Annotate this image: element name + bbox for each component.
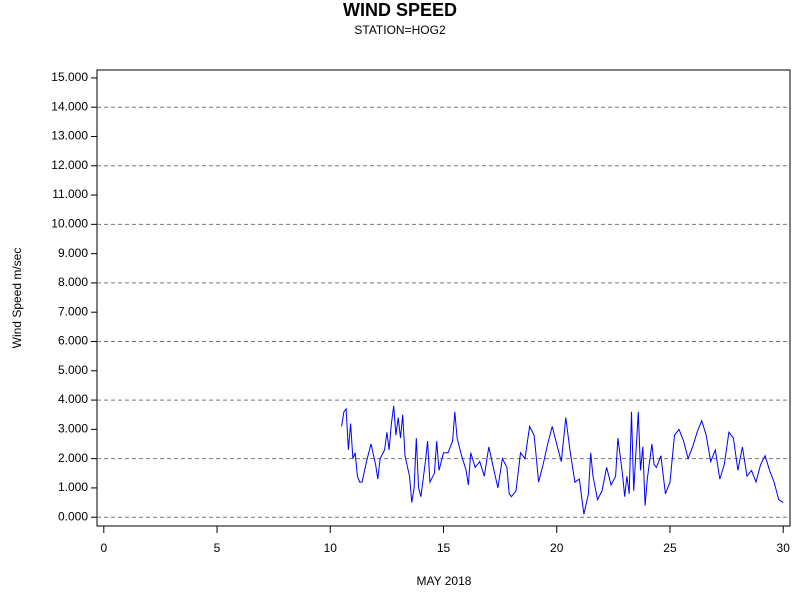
x-tick-label: 5	[214, 541, 221, 555]
y-tick-label: 4.000	[58, 392, 88, 406]
y-tick-label: 2.000	[58, 451, 88, 465]
chart-title: WIND SPEED	[343, 0, 457, 20]
x-tick-label: 15	[437, 541, 451, 555]
y-tick-label: 1.000	[58, 480, 88, 494]
y-tick-label: 0.000	[58, 509, 88, 523]
chart-subtitle: STATION=HOG2	[354, 23, 446, 37]
y-tick-label: 11.000	[52, 187, 88, 201]
y-tick-label: 15.000	[51, 70, 88, 84]
y-tick-label: 7.000	[58, 304, 88, 318]
x-axis-label: MAY 2018	[417, 574, 472, 588]
x-tick-label: 0	[100, 541, 107, 555]
x-tick-label: 20	[550, 541, 564, 555]
y-tick-label: 5.000	[58, 363, 88, 377]
y-axis-label: Wind Speed m/sec	[10, 248, 24, 349]
x-tick-label: 30	[777, 541, 791, 555]
y-tick-label: 13.000	[51, 129, 88, 143]
x-tick-label: 25	[663, 541, 677, 555]
y-tick-label: 6.000	[58, 334, 88, 348]
y-tick-label: 8.000	[58, 275, 88, 289]
y-tick-label: 9.000	[58, 246, 88, 260]
x-tick-label: 10	[324, 541, 338, 555]
data-line	[341, 405, 784, 515]
y-tick-label: 12.000	[51, 158, 88, 172]
y-tick-label: 14.000	[51, 99, 88, 113]
y-tick-label: 10.000	[51, 217, 88, 231]
plot-frame	[96, 69, 791, 527]
y-tick-label: 3.000	[58, 422, 88, 436]
